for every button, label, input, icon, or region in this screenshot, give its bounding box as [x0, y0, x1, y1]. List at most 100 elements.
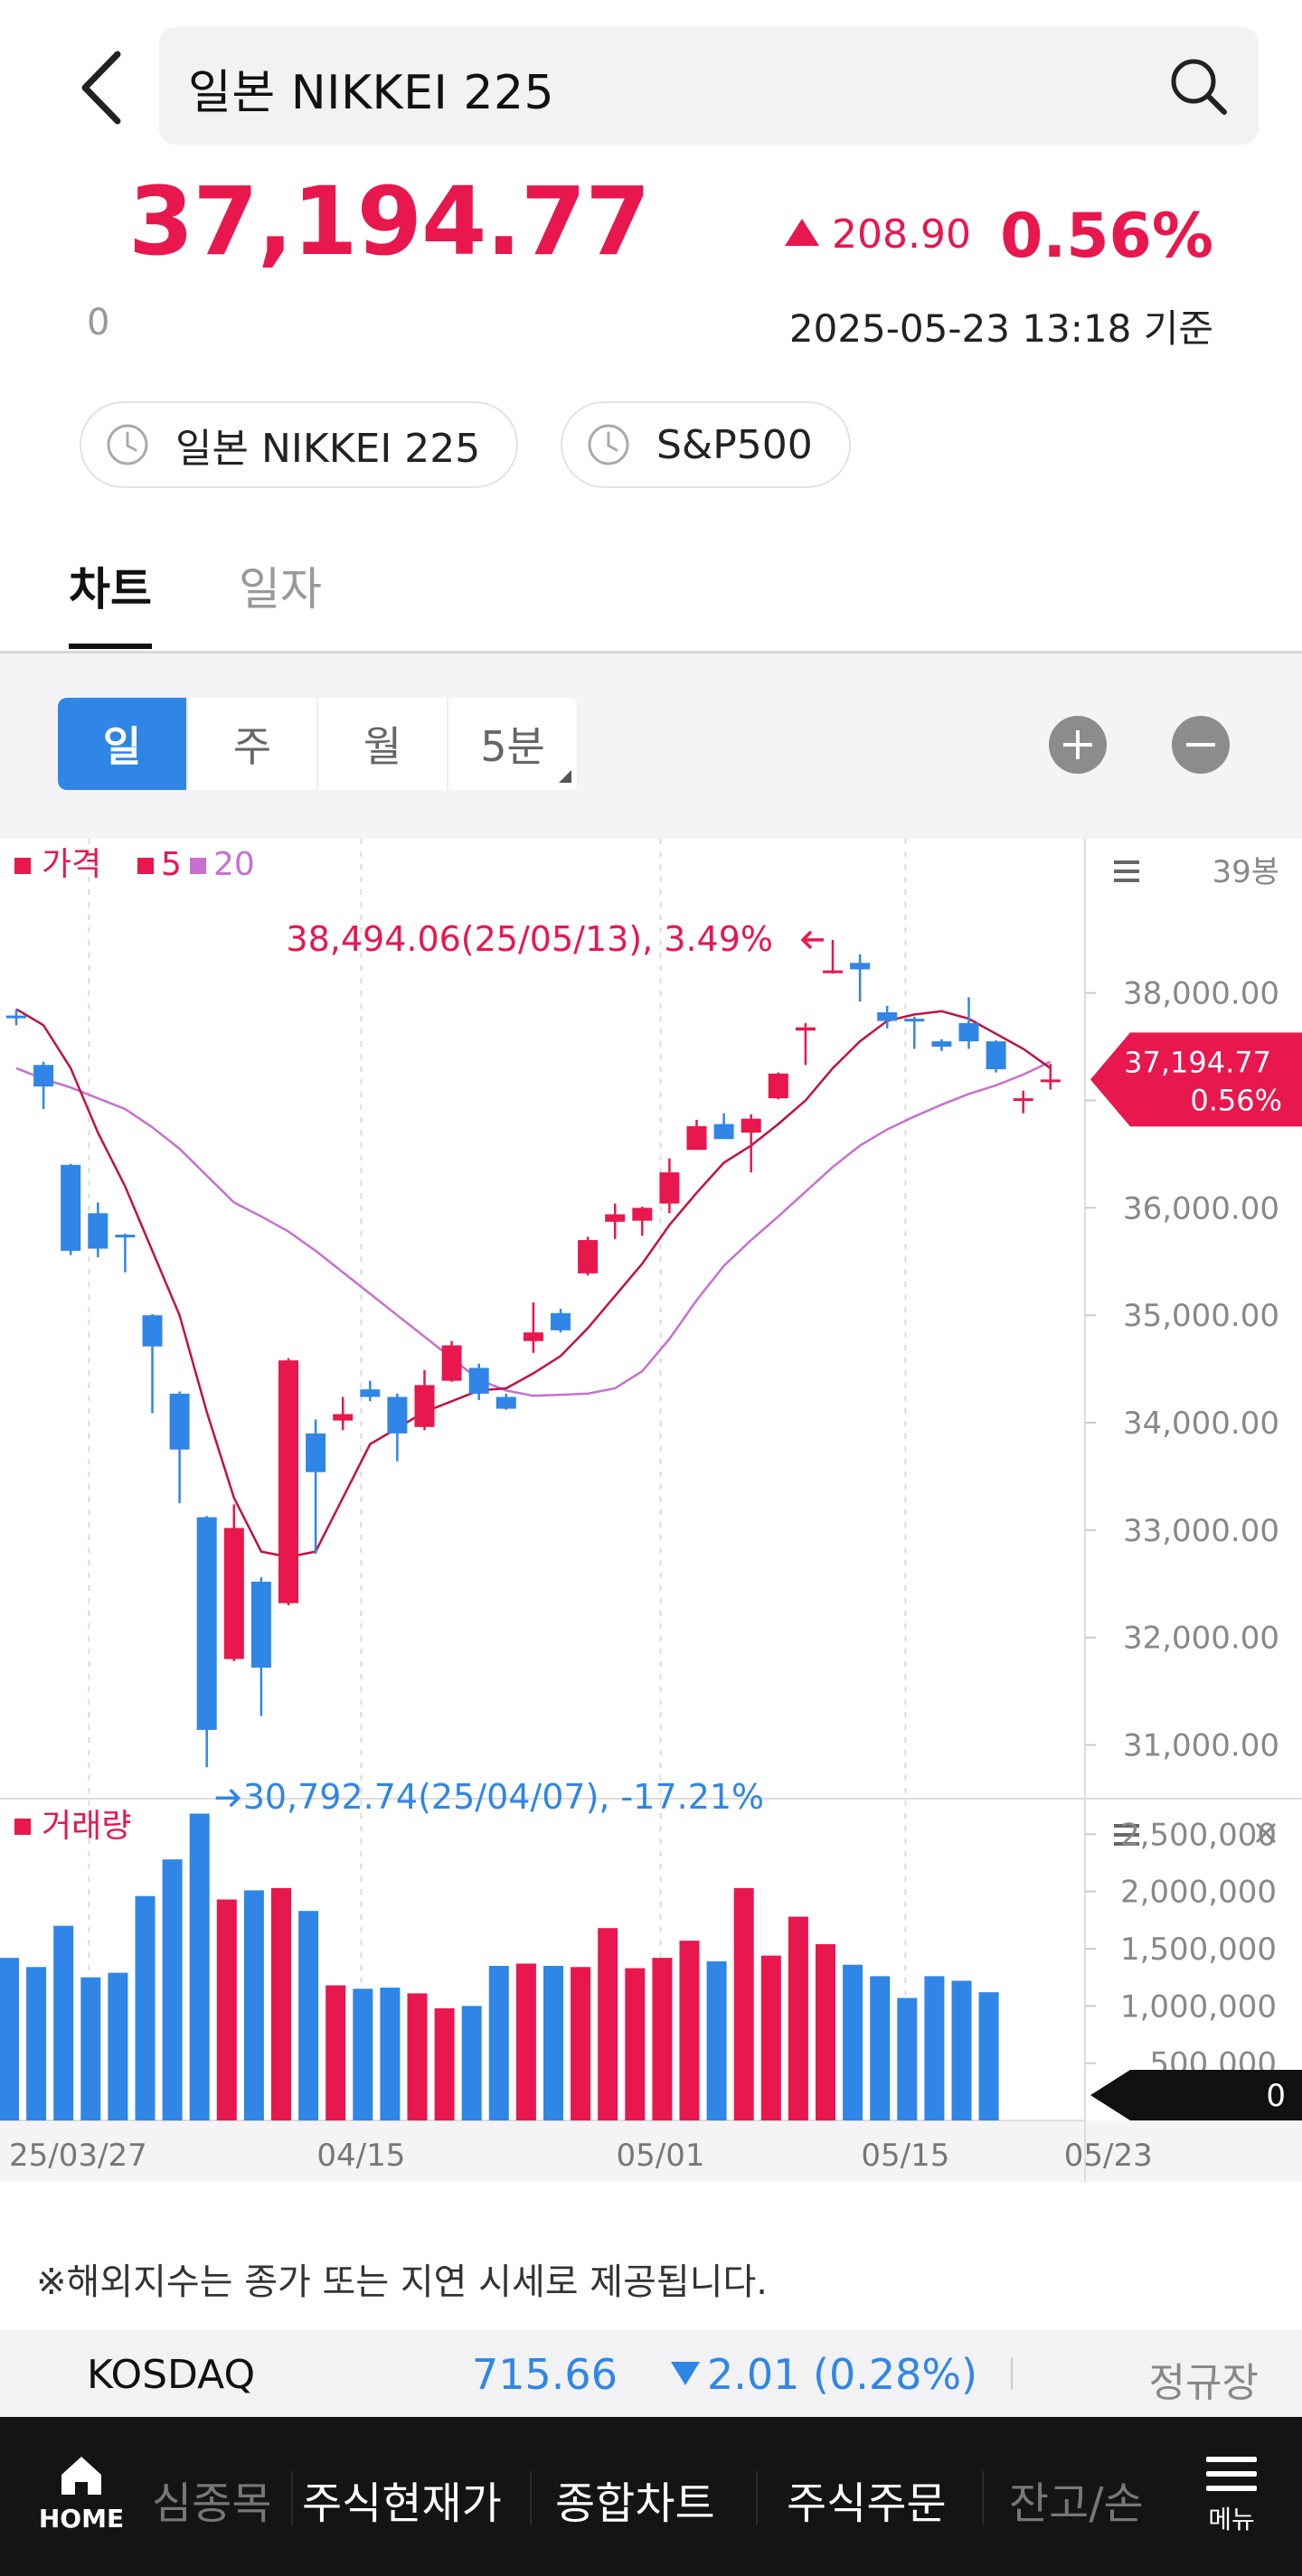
volume-bar: [733, 1887, 754, 2120]
low-annotation-arrow: [215, 1788, 241, 1808]
candle-body: [551, 1312, 571, 1330]
tab-divider: [0, 651, 1302, 653]
search-text: 일본 NIKKEI 225: [188, 66, 555, 120]
chart-menu-icon: [1114, 860, 1139, 882]
volume-bar: [625, 1968, 646, 2120]
volume-bar: [216, 1899, 237, 2120]
zoom-in-button[interactable]: [1049, 716, 1107, 774]
chart-menu-bar: [1114, 879, 1139, 882]
nav-menu[interactable]: 메뉴: [1197, 2457, 1266, 2536]
candle-body: [686, 1125, 707, 1151]
candle-body: [196, 1517, 217, 1730]
legend-price-swatch: [14, 858, 31, 874]
x-tick-label: 04/15: [316, 2138, 405, 2174]
home-icon: [61, 2457, 101, 2495]
tab-daily[interactable]: 일자: [239, 563, 322, 616]
volume-y-tick-label: 2,500,000: [1120, 1817, 1277, 1853]
volume-bar: [571, 1967, 591, 2120]
chart-menu-bar: [1114, 860, 1139, 864]
bottom-nav: HOME 심종목 주식현재가 종합차트 주식주문 잔고/손 메뉴: [0, 2417, 1302, 2576]
x-tick-label: 05/23: [1064, 2138, 1153, 2174]
candle-body: [468, 1368, 489, 1394]
volume-bar: [843, 1964, 863, 2120]
price-change-percent: 0.56%: [1000, 201, 1213, 272]
volume-menu-bar: [1114, 1833, 1139, 1837]
y-tick-label: 32,000.00: [1123, 1621, 1279, 1657]
candle-body: [578, 1239, 599, 1274]
period-monthly[interactable]: 월: [318, 698, 448, 790]
candle-body: [414, 1385, 435, 1427]
candlestick-chart[interactable]: 38,000.0037,000.0036,000.0035,000.0034,0…: [0, 839, 1302, 2182]
period-daily[interactable]: 일: [58, 698, 188, 790]
legend-ma20-swatch: [190, 858, 206, 874]
zoom-out-button[interactable]: [1172, 716, 1230, 774]
candle-body: [88, 1213, 108, 1249]
nav-home-label: HOME: [38, 2504, 125, 2534]
nav-menu-label: 메뉴: [1208, 2505, 1255, 2534]
search-box[interactable]: 일본 NIKKEI 225: [159, 27, 1259, 145]
candle-body: [632, 1208, 653, 1221]
dropdown-corner-icon: [559, 770, 571, 783]
back-arrow-icon[interactable]: [71, 47, 134, 128]
volume-bar: [298, 1911, 319, 2120]
clock-icon: [588, 424, 629, 465]
nav-item-current-price[interactable]: 주식현재가: [302, 2478, 502, 2529]
bar-count-label: 39봉: [1212, 854, 1279, 890]
current-price-tag-value: 37,194.77: [1124, 1045, 1271, 1079]
high-annotation-label: 38,494.06(25/05/13), 3.49%: [286, 919, 773, 959]
nav-item-order[interactable]: 주식주문: [787, 2478, 947, 2529]
recent-chip-sp500[interactable]: S&P500: [561, 401, 851, 488]
current-price-tag-percent: 0.56%: [1190, 1083, 1282, 1117]
price-change: 208.90: [785, 212, 971, 258]
x-tick-label: 05/15: [861, 2138, 949, 2174]
period-weekly[interactable]: 주: [188, 698, 318, 790]
volume-current-tag-value: 0: [1266, 2078, 1286, 2114]
recent-chip-nikkei[interactable]: 일본 NIKKEI 225: [80, 401, 519, 488]
volume-y-tick-label: 2,000,000: [1120, 1875, 1277, 1911]
nav-item-watchlist[interactable]: 심종목: [152, 2478, 272, 2529]
volume-menu-bar: [1114, 1842, 1139, 1846]
tab-chart[interactable]: 차트: [69, 553, 152, 649]
volume-bar: [80, 1977, 101, 2120]
y-tick-label: 35,000.00: [1123, 1298, 1279, 1334]
up-triangle-icon: [785, 219, 819, 246]
legend-volume-label: 거래량: [42, 1808, 131, 1845]
period-selector: 일 주 월 5분: [58, 698, 579, 790]
ticker-change: 2.01 (0.28%): [671, 2350, 977, 2399]
nav-item-balance[interactable]: 잔고/손: [1009, 2478, 1144, 2529]
candle-body: [768, 1073, 788, 1099]
axis-area-background: [1085, 839, 1302, 2120]
volume-bar: [380, 1988, 401, 2120]
x-tick-label: 25/03/27: [9, 2138, 147, 2174]
nav-divider: [291, 2471, 293, 2525]
volume-bar: [189, 1813, 210, 2120]
index-ticker-bar[interactable]: KOSDAQ 715.66 2.01 (0.28%) 정규장: [0, 2330, 1302, 2417]
y-tick-label: 33,000.00: [1123, 1513, 1279, 1549]
volume-bar: [598, 1928, 618, 2120]
volume-menu-icon: [1114, 1824, 1139, 1846]
candle-body: [1013, 1098, 1033, 1102]
candle-body: [850, 963, 871, 970]
current-price-tag: [1090, 1032, 1302, 1127]
low-annotation-label: 30,792.74(25/04/07), -17.21%: [243, 1777, 764, 1817]
volume-bar: [326, 1985, 346, 2120]
legend-ma20-label: 20: [213, 846, 255, 883]
candle-body: [115, 1235, 136, 1238]
volume-bar: [652, 1958, 673, 2120]
delay-notice: ※해외지수는 종가 또는 지연 시세로 제공됩니다.: [36, 2261, 769, 2303]
quote-timestamp: 2025-05-23 13:18 기준: [788, 306, 1213, 351]
volume-bar: [162, 1859, 183, 2120]
period-5min[interactable]: 5분: [448, 698, 579, 790]
chip-label: S&P500: [656, 421, 813, 468]
nav-item-chart[interactable]: 종합차트: [555, 2478, 715, 2529]
candle-body: [387, 1396, 408, 1434]
x-tick-label: 05/01: [617, 2138, 705, 2174]
nav-divider: [982, 2471, 984, 2525]
down-triangle-icon: [671, 2362, 700, 2385]
nav-home[interactable]: HOME: [36, 2451, 127, 2534]
ticker-change-value: 2.01 (0.28%): [707, 2350, 978, 2399]
y-tick-label: 34,000.00: [1123, 1406, 1279, 1442]
candle-body: [877, 1012, 898, 1021]
volume-bar: [135, 1895, 156, 2120]
search-icon[interactable]: [1166, 54, 1231, 119]
